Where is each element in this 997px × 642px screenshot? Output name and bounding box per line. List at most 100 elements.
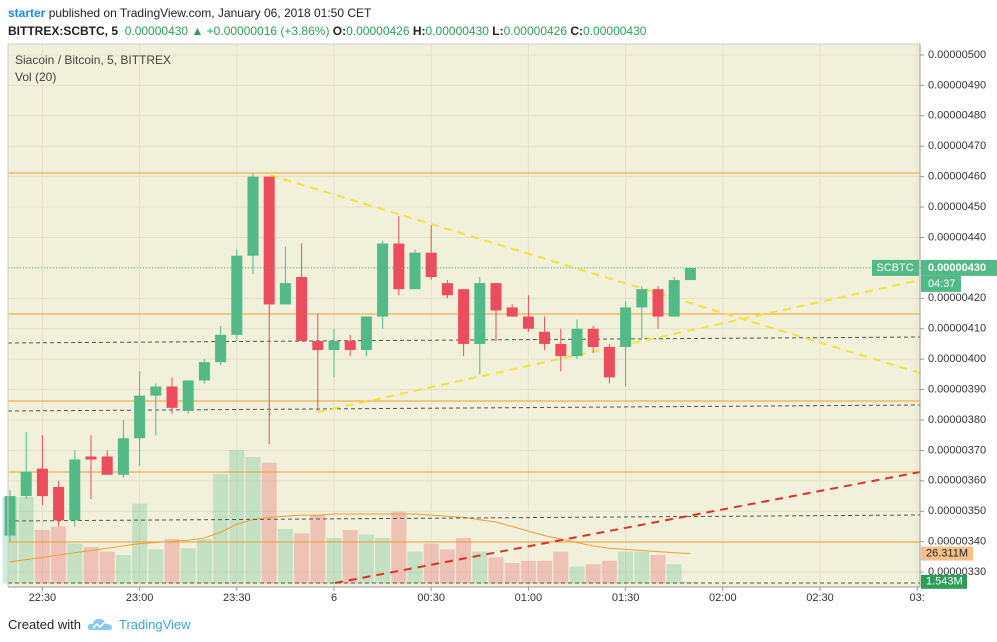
candle-body <box>134 395 146 439</box>
candle-body <box>360 316 372 351</box>
candle-body <box>441 283 453 296</box>
candle-body <box>636 289 648 308</box>
y-tick-label: 0.00000410 <box>928 323 986 335</box>
volume-bar <box>601 560 617 584</box>
volume-tag <box>921 574 967 589</box>
chart-title: Siacoin / Bitcoin, 5, BITTREX <box>15 53 171 67</box>
volume-bar <box>99 551 115 584</box>
candle-body <box>668 280 680 317</box>
candle-body <box>344 340 356 351</box>
volume-bar <box>391 511 407 584</box>
trend-line <box>269 174 921 374</box>
candle-body <box>150 386 162 396</box>
footer: Created with TradingView <box>8 616 191 632</box>
footer-brand[interactable]: TradingView <box>118 616 191 632</box>
volume-bar <box>326 537 342 584</box>
ohlc-key: O: <box>332 24 347 38</box>
candle-body <box>458 289 470 344</box>
trend-line <box>317 279 921 413</box>
candle-body <box>166 386 178 408</box>
symbol: BITTREX:SCBTC, 5 <box>8 24 119 38</box>
volume-bar <box>164 539 180 584</box>
candle-body <box>4 496 16 536</box>
volume-bar <box>634 551 650 584</box>
x-tick-label: 03: <box>910 592 925 604</box>
y-tick-label: 0.00000370 <box>928 444 986 456</box>
candle-body <box>555 343 567 357</box>
ohlc-key: C: <box>570 24 584 38</box>
candle-body <box>312 340 324 351</box>
volume-bar <box>375 537 391 584</box>
volume-bar <box>229 450 245 584</box>
x-tick-label: 02:30 <box>806 592 834 604</box>
x-tick-label: 23:30 <box>223 592 251 604</box>
y-tick-label: 0.00000490 <box>928 79 986 91</box>
volume-bar <box>585 564 601 584</box>
last-price-tag <box>921 259 997 276</box>
volume-bar <box>650 555 666 584</box>
volume-bar <box>261 462 277 584</box>
author[interactable]: starter <box>8 6 46 20</box>
volume-bar <box>115 555 131 584</box>
last-price-label: 0.00000430 <box>928 262 986 274</box>
ohlc-value: 0.00000430 <box>583 24 647 38</box>
ohlc-value: 0.00000426 <box>503 24 568 38</box>
countdown-tag <box>921 275 961 292</box>
volume-bar <box>553 551 569 584</box>
footer-text: Created with <box>8 616 81 632</box>
candle-body <box>587 328 599 347</box>
volume-bar <box>213 474 229 584</box>
symbol-tag <box>872 259 919 276</box>
up-arrow: ▲ <box>191 24 204 38</box>
candle-body <box>506 307 518 317</box>
volume-bar <box>537 560 553 584</box>
candle-body <box>215 334 227 363</box>
countdown: 04:37 <box>928 278 956 290</box>
volume-ma-label: 26.311M <box>926 547 968 559</box>
x-tick-label: 00:30 <box>417 592 445 604</box>
volume-bar <box>520 560 536 584</box>
volume-bar <box>423 543 439 584</box>
ohlc-value: 0.00000426 <box>346 24 410 38</box>
header: starter published on TradingView.com, Ja… <box>8 4 646 40</box>
volume-bar <box>34 529 50 584</box>
volume-bar <box>277 528 293 584</box>
price-axis <box>920 44 997 587</box>
volume-bar <box>310 515 326 584</box>
symbol-tag-text: SCBTC <box>876 262 913 274</box>
y-tick-label: 0.00000440 <box>928 231 986 243</box>
volume-title: Vol (20) <box>15 70 56 84</box>
ohlc-key: L: <box>492 24 504 38</box>
volume-bar <box>618 551 634 584</box>
volume-bar <box>83 547 99 584</box>
volume-bar <box>488 557 504 584</box>
y-tick-label: 0.00000350 <box>928 505 986 517</box>
candle-body <box>393 243 405 290</box>
candle-body <box>328 340 340 351</box>
volume-bar <box>569 566 585 584</box>
price: 0.00000430 <box>124 24 189 38</box>
candle-body <box>474 283 486 344</box>
axes: 0.000003300.000003400.000003500.00000360… <box>29 49 997 604</box>
published: published on TradingView.com, January 06… <box>48 6 372 20</box>
candle-body <box>684 267 696 281</box>
candle-body <box>490 283 502 311</box>
x-tick-label: 23:00 <box>126 592 154 604</box>
volume-bar <box>196 539 212 584</box>
y-tick-label: 0.00000460 <box>928 171 986 183</box>
y-tick-label: 0.00000470 <box>928 140 986 152</box>
candle-body <box>182 380 194 411</box>
candle-body <box>409 252 421 290</box>
candle-body <box>198 362 210 381</box>
grid <box>8 44 920 587</box>
volume-bar <box>67 543 83 584</box>
volume-bar <box>504 563 520 584</box>
volume-ma-tag <box>921 546 973 561</box>
candle-body <box>36 468 48 497</box>
volume-bar <box>342 529 358 584</box>
x-tick-label: 01:00 <box>515 592 543 604</box>
publish-line: starter published on TradingView.com, Ja… <box>8 4 646 22</box>
candle-body <box>231 255 243 335</box>
volume-bar <box>666 564 682 584</box>
volume-bar <box>180 548 196 584</box>
